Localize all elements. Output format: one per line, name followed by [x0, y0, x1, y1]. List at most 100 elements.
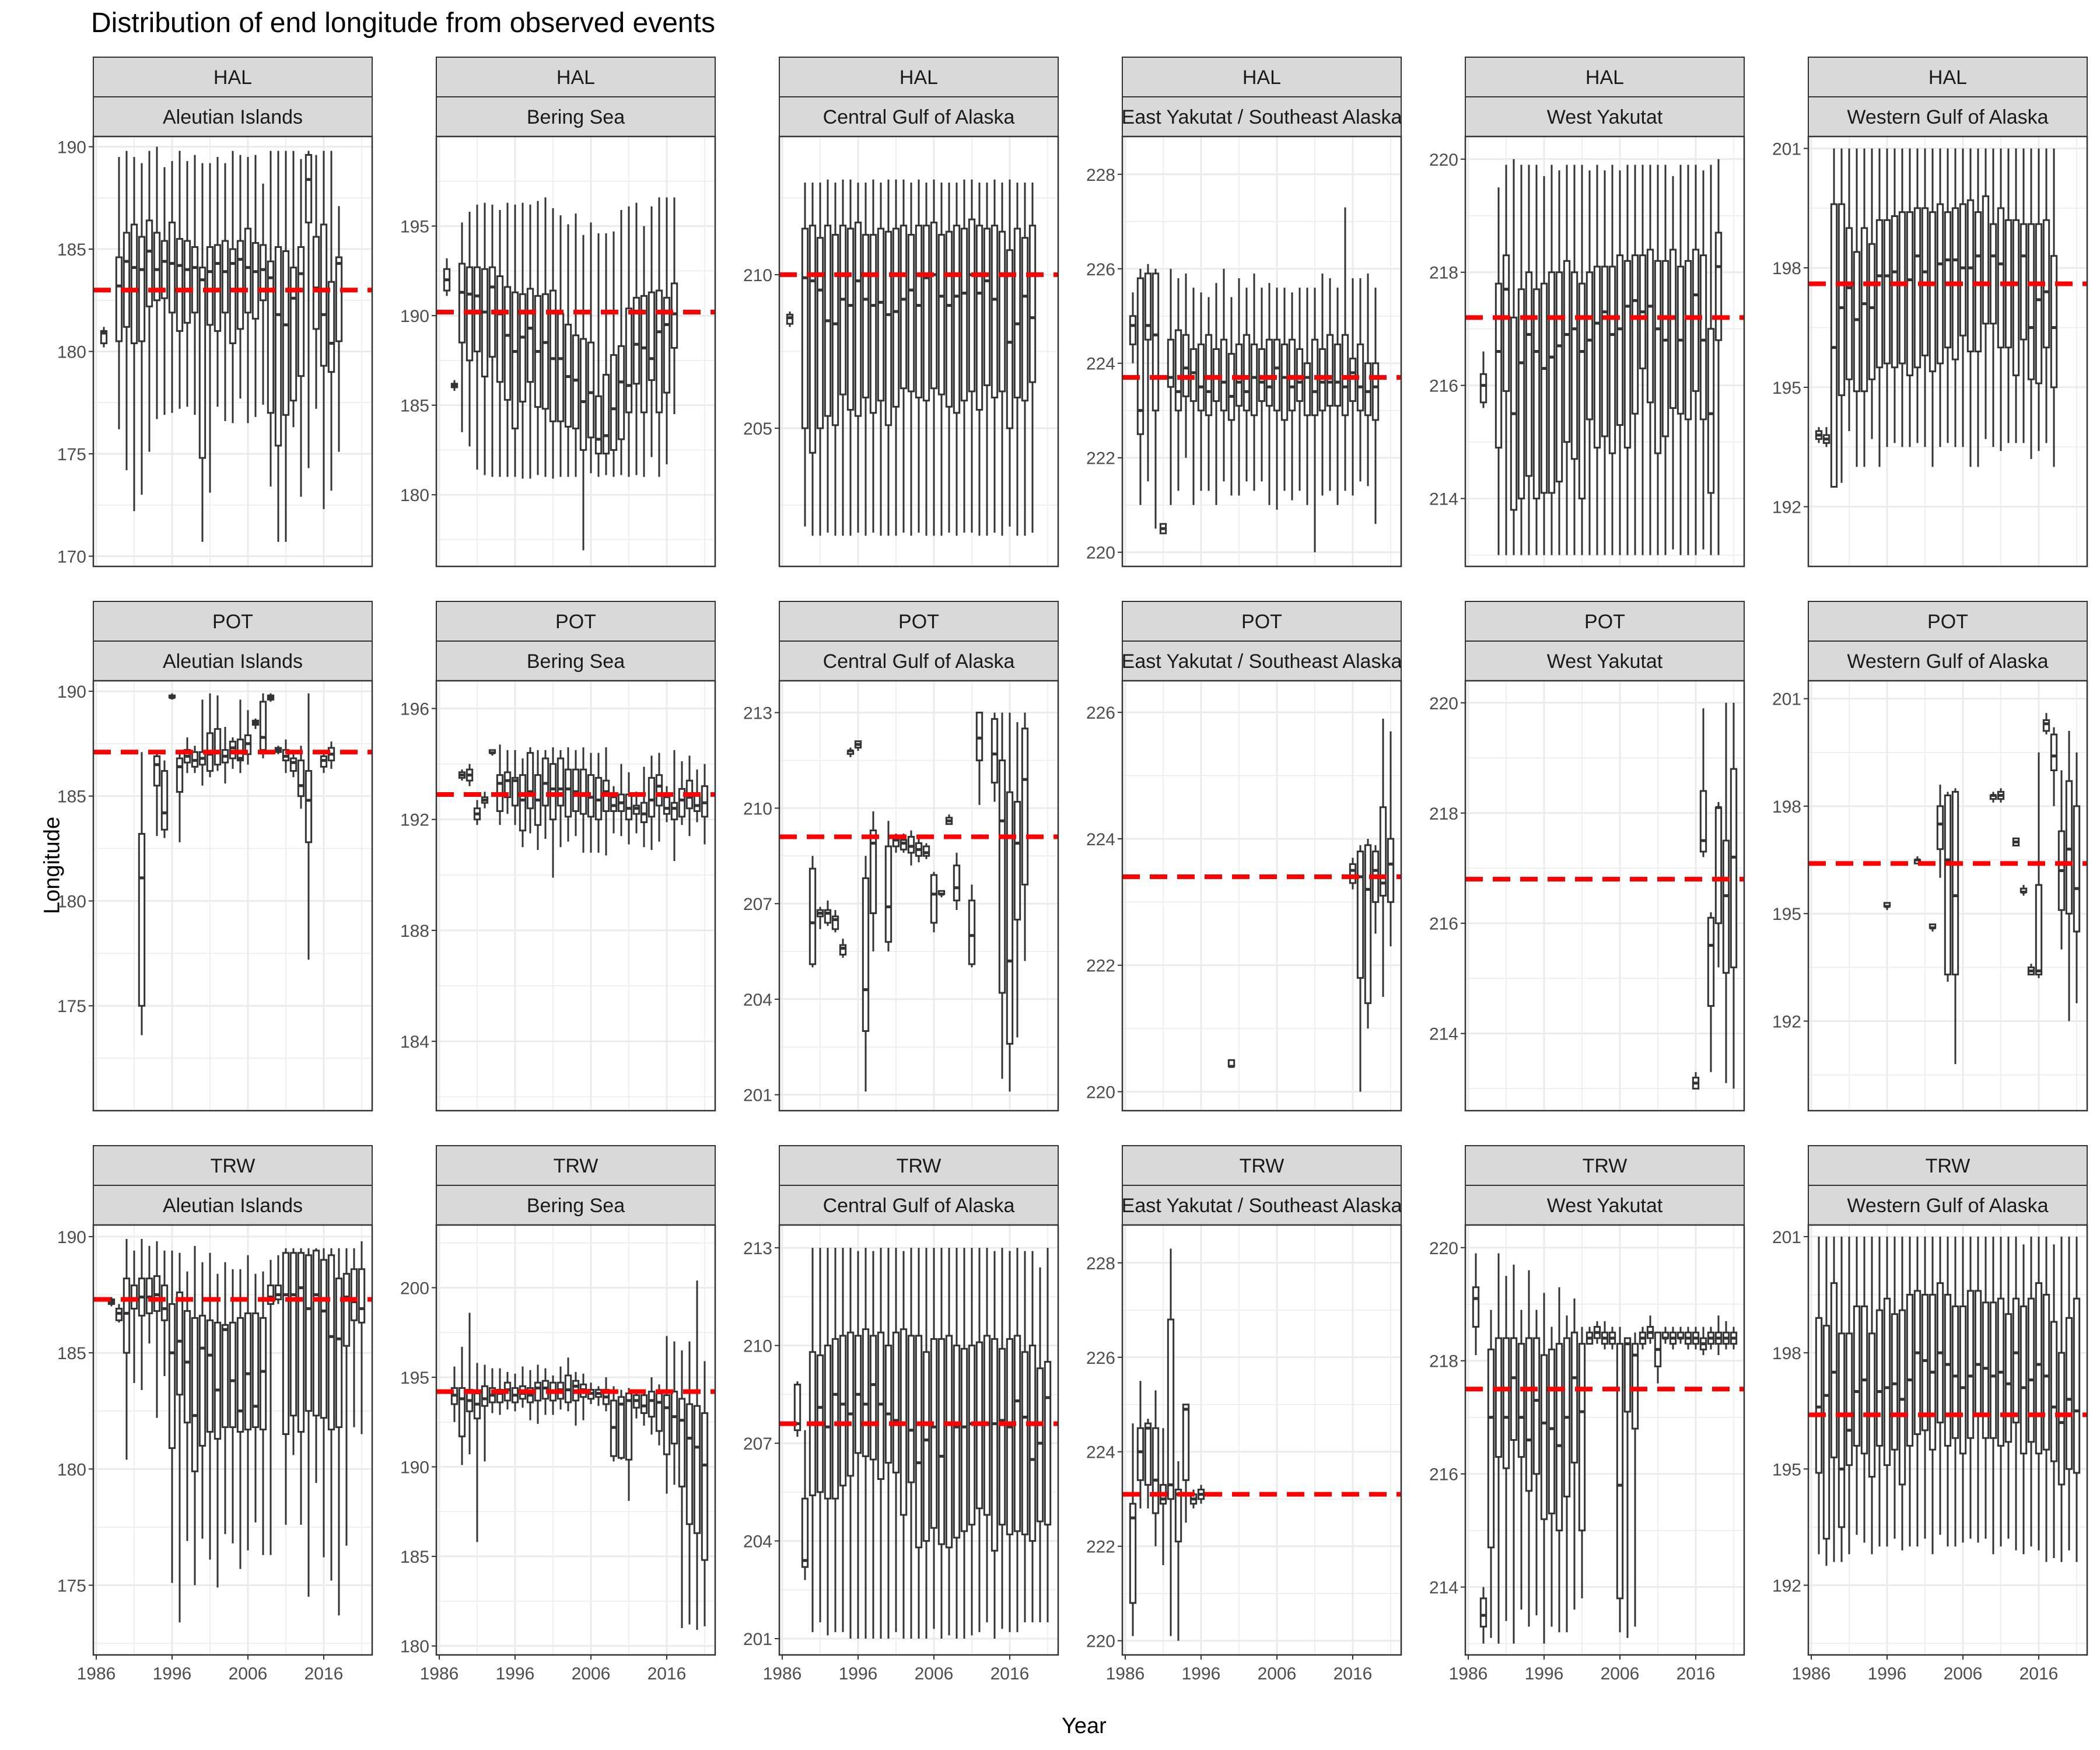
- plot-area: [1465, 1253, 1744, 1644]
- box-iqr: [1936, 805, 1944, 850]
- box-2003: [1250, 273, 1258, 491]
- box-iqr: [915, 1335, 923, 1549]
- box-2015: [2027, 1236, 2035, 1547]
- box-iqr: [1021, 237, 1029, 402]
- box-iqr: [670, 282, 678, 349]
- box-1997: [1548, 1326, 1556, 1627]
- y-tick-label: 216: [1429, 1465, 1458, 1485]
- box-2018: [678, 1350, 686, 1628]
- box-iqr: [519, 293, 527, 402]
- box-iqr: [1548, 271, 1556, 494]
- y-tick-label: 180: [400, 486, 429, 505]
- box-1994: [1868, 148, 1876, 439]
- box-iqr: [335, 1278, 343, 1429]
- box-2002: [1586, 170, 1594, 555]
- box-2012: [975, 712, 984, 805]
- box-2004: [572, 750, 580, 836]
- box-iqr: [297, 1252, 305, 1433]
- box-iqr: [1669, 249, 1677, 409]
- box-1992: [1510, 1264, 1518, 1644]
- box-2018: [335, 206, 343, 452]
- box-iqr: [1623, 1337, 1632, 1413]
- box-iqr: [846, 228, 855, 411]
- facet-panel-trw-14: TRW Central Gulf of Alaska 201 204 207 210 213…: [743, 1145, 1059, 1684]
- box-iqr: [801, 1497, 809, 1568]
- box-iqr: [1525, 271, 1533, 477]
- box-1987: [1815, 1236, 1823, 1555]
- box-iqr: [655, 774, 663, 807]
- y-tick-label: 205: [743, 419, 772, 439]
- box-iqr: [1540, 282, 1548, 494]
- box-2014: [991, 1251, 999, 1639]
- box-iqr: [1822, 1325, 1831, 1540]
- box-iqr: [1479, 1597, 1488, 1628]
- box-2005: [922, 182, 930, 536]
- box-1993: [1860, 148, 1868, 467]
- box-2012: [1661, 164, 1670, 555]
- box-1998: [526, 747, 534, 834]
- box-1995: [1189, 1489, 1198, 1508]
- box-iqr: [1364, 844, 1372, 1005]
- box-2015: [998, 1248, 1006, 1629]
- box-2003: [907, 1248, 915, 1639]
- box-iqr: [267, 260, 275, 414]
- box-iqr: [556, 313, 565, 422]
- y-tick-label: 220: [1086, 1632, 1115, 1651]
- box-iqr: [1692, 249, 1700, 392]
- box-2013: [297, 159, 305, 497]
- box-1987: [1129, 1423, 1137, 1636]
- box-iqr: [1326, 334, 1334, 407]
- box-iqr: [1853, 251, 1861, 393]
- box-2013: [983, 182, 991, 536]
- box-2015: [2027, 148, 2035, 459]
- plot-area: [1122, 1248, 1401, 1641]
- box-iqr: [2035, 223, 2043, 384]
- box-iqr: [975, 712, 984, 761]
- box-1991: [1159, 523, 1167, 534]
- box-iqr: [1830, 203, 1838, 488]
- box-iqr: [229, 248, 237, 344]
- y-tick-label: 190: [57, 682, 86, 702]
- strip-gear-label: HAL: [1929, 66, 1967, 89]
- y-tick-label: 213: [743, 704, 772, 723]
- box-1994: [1525, 164, 1533, 555]
- box-2017: [1013, 722, 1021, 1038]
- box-iqr: [998, 230, 1006, 393]
- box-iqr: [1174, 1489, 1182, 1543]
- box-1988: [1479, 351, 1488, 408]
- y-tick-label: 192: [400, 811, 429, 830]
- box-1997: [519, 202, 527, 479]
- box-2010: [1646, 164, 1654, 555]
- facet-panel-hal-0: HAL Aleutian Islands 170 175 180 185 190: [57, 57, 373, 568]
- box-iqr: [953, 225, 961, 414]
- box-2007: [1966, 148, 1975, 467]
- box-2012: [289, 150, 298, 428]
- y-tick-label: 228: [1086, 1254, 1115, 1273]
- box-iqr: [579, 338, 587, 451]
- box-1995: [160, 1250, 169, 1376]
- box-iqr: [884, 1345, 892, 1464]
- box-2013: [640, 1391, 648, 1426]
- x-tick-label: 2006: [1944, 1664, 1983, 1684]
- box-iqr: [251, 242, 260, 320]
- box-iqr: [1631, 254, 1639, 415]
- y-tick-label: 188: [400, 922, 429, 941]
- box-1988: [1822, 427, 1831, 447]
- box-iqr: [198, 1314, 206, 1447]
- box-1993: [145, 150, 153, 452]
- facet-panel-pot-11: POT Western Gulf of Alaska 192 195 198 201: [1772, 601, 2088, 1112]
- box-2005: [922, 1248, 930, 1639]
- facet-panel-hal-1: HAL Bering Sea 180 185 190 195: [400, 57, 716, 568]
- box-iqr: [1044, 1361, 1052, 1526]
- box-1998: [1898, 1236, 1906, 1550]
- strip-region: [93, 96, 373, 137]
- box-1994: [1182, 273, 1190, 458]
- box-iqr: [693, 793, 701, 812]
- panel-border: [778, 680, 1059, 1112]
- box-iqr: [907, 233, 915, 393]
- box-iqr: [648, 776, 656, 818]
- box-2015: [655, 752, 663, 842]
- box-2006: [1616, 1326, 1624, 1633]
- box-2008: [259, 693, 267, 759]
- box-iqr: [1714, 232, 1723, 341]
